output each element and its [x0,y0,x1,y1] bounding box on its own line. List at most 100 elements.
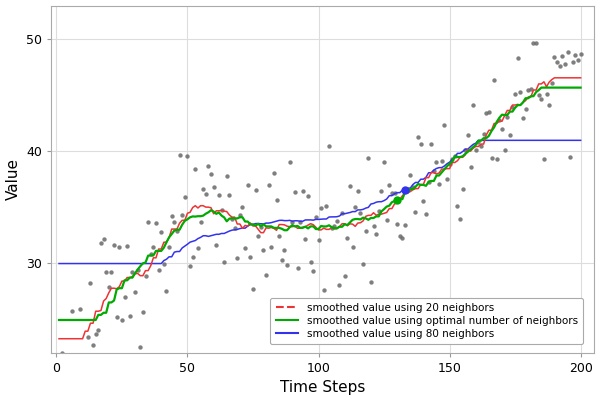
Point [191,166,200,172]
Point [287,219,297,225]
Point [86,279,95,286]
Point [552,59,562,65]
Point [469,101,478,108]
Point [427,141,436,147]
Point [515,89,525,95]
Point [440,122,449,128]
Point [563,49,572,55]
Point [419,198,428,204]
Point [269,170,279,176]
Point [301,236,310,242]
Point [348,244,358,250]
Point [182,153,192,159]
Point [274,233,284,239]
Point [285,158,295,165]
Point [80,357,90,363]
Point [448,156,457,162]
Point [497,125,507,132]
Point [571,52,580,58]
Point [403,187,412,193]
Point [217,207,226,214]
Point [235,212,245,218]
Point [277,257,287,263]
Point [65,383,74,390]
Point [122,242,132,249]
Point [238,203,247,210]
Point [345,182,355,189]
Point [164,244,174,251]
Point [505,132,515,139]
Point [280,247,289,253]
Point [369,223,379,229]
Point [463,132,473,138]
Point [400,222,410,229]
Point [343,235,352,242]
Point [413,134,423,140]
Point [490,77,499,83]
Point [521,106,530,112]
Point [109,242,119,248]
Point [230,225,239,231]
Point [232,255,242,261]
Point [408,183,418,190]
Point [576,51,586,57]
Point [450,152,460,159]
Point [185,263,195,269]
Point [170,219,179,225]
Point [547,80,557,86]
Point [534,92,544,99]
Point [159,261,169,267]
Point [340,273,350,279]
Point [445,161,454,168]
Point [138,309,148,315]
Point [529,40,538,47]
Point [398,235,407,241]
Point [492,156,502,163]
Point [494,117,504,123]
Point [193,245,203,251]
Point [88,342,98,348]
Point [429,168,439,174]
Point [455,215,465,222]
Point [196,219,205,225]
Point [322,203,331,209]
Point [332,218,341,225]
Point [416,141,425,147]
Point [316,205,326,211]
Point [382,217,391,223]
Point [306,259,316,266]
Point [560,61,570,67]
Point [101,269,111,275]
Point [298,188,308,194]
Point [157,228,166,235]
Point [511,91,520,97]
Point [67,308,77,315]
Point [130,289,140,295]
Point [99,236,109,242]
Point [387,190,397,196]
Point [295,219,305,226]
Point [374,208,383,215]
Point [377,187,386,194]
Point [178,212,187,219]
Point [261,271,271,278]
Point [222,173,232,179]
Point [125,312,134,319]
Point [282,262,292,268]
Point [57,349,67,356]
Point [245,253,255,260]
Point [117,317,127,323]
Point [203,163,213,170]
Point [107,269,116,275]
Point [73,364,82,370]
Point [379,159,389,166]
Point [324,143,334,150]
Y-axis label: Value: Value [5,158,20,200]
Point [199,185,208,192]
X-axis label: Time Steps: Time Steps [280,381,365,395]
Point [568,59,578,65]
Point [555,63,565,69]
Point [248,286,258,292]
Point [96,239,106,246]
Point [518,115,528,122]
